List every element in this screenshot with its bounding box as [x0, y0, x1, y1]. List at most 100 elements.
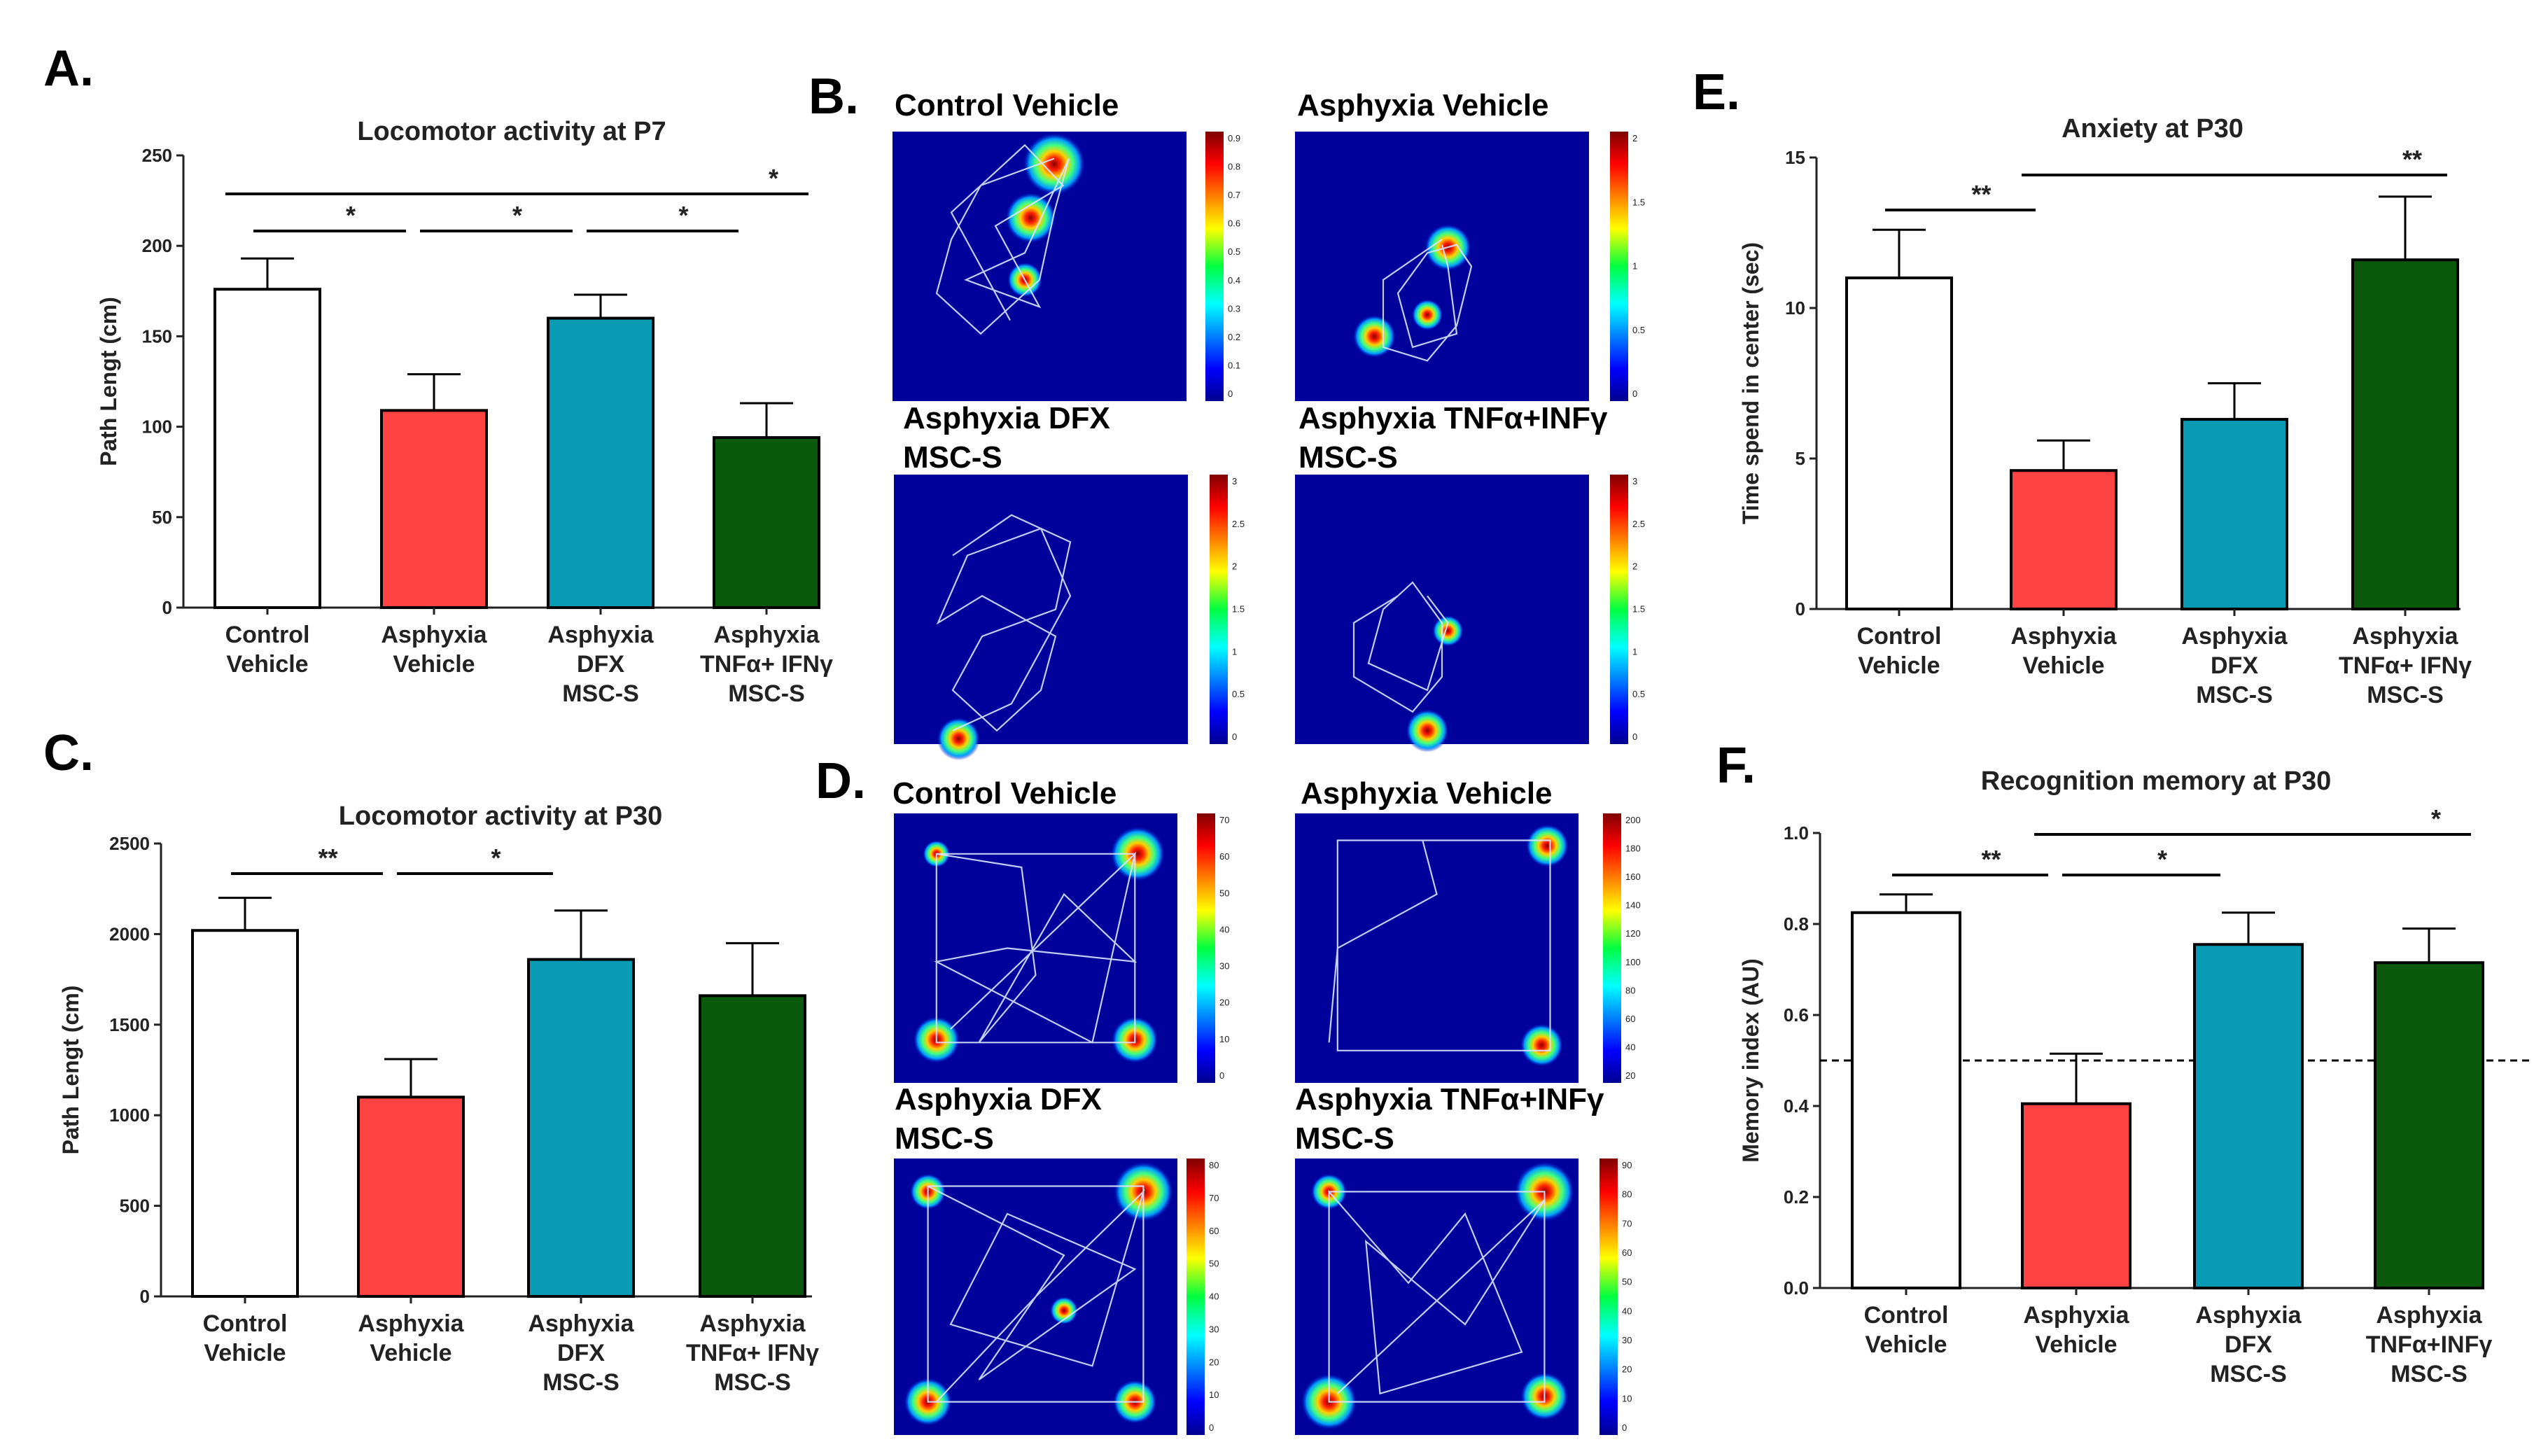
colorbar-tick-label: 0 [1209, 1422, 1214, 1433]
significance-label: ** [318, 844, 337, 872]
colorbar-tick-label: 180 [1625, 844, 1641, 854]
colorbar-tick-label: 70 [1622, 1218, 1632, 1228]
heat-spot [1406, 708, 1449, 752]
heat-spot [1352, 314, 1396, 358]
colorbar-tick-label: 70 [1219, 815, 1229, 825]
colorbar-tick-label: 10 [1209, 1390, 1219, 1400]
heatmap-b-3: Asphyxia DFX MSC-S 3 2.5 2 1.5 1 0.5 0 [894, 401, 1245, 761]
significance-label: * [2157, 845, 2167, 874]
category-label: Asphyxia [713, 622, 820, 648]
colorbar-tick-label: 0.8 [1228, 162, 1240, 172]
category-label: MSC-S [562, 680, 639, 707]
category-label: Vehicle [2022, 652, 2104, 679]
category-label: MSC-S [2210, 1361, 2287, 1387]
y-tick-label: 0.8 [1784, 913, 1809, 934]
category-label: TNFα+INFγ [2366, 1331, 2493, 1358]
colorbar [1186, 1158, 1205, 1435]
colorbar-tick-label: 0.5 [1232, 689, 1245, 699]
colorbar-tick-label: 80 [1625, 985, 1635, 995]
colorbar-tick-label: 30 [1209, 1324, 1219, 1334]
colorbar-tick-label: 0.5 [1228, 246, 1240, 257]
movement-track [935, 144, 1070, 335]
category-label: TNFα+ IFNγ [700, 651, 833, 678]
significance-label: * [346, 201, 356, 230]
colorbar [1610, 475, 1628, 744]
significance-label: * [769, 164, 778, 192]
category-label: Asphyxia [2195, 1302, 2302, 1329]
bar [1845, 276, 1953, 610]
heatmap-d-4: Asphyxia TNFα+INFγ MSC-S 90 80 70 60 50 40 30 20 1… [1295, 1082, 1632, 1435]
y-tick-label: 5 [1795, 448, 1805, 469]
bar [191, 929, 299, 1298]
category-label: Control [203, 1310, 288, 1337]
bar [527, 958, 635, 1298]
heatmap-title: MSC-S [903, 440, 1002, 475]
significance-label: ** [1971, 180, 1991, 209]
category-label: Asphyxia [2376, 1302, 2482, 1329]
colorbar-tick-label: 20 [1209, 1357, 1219, 1367]
bar [2021, 1102, 2132, 1289]
y-tick-label: 0 [162, 597, 172, 618]
category-label: Asphyxia [358, 1310, 464, 1337]
significance-label: ** [2402, 145, 2422, 174]
y-tick-label: 50 [152, 507, 172, 528]
colorbar-tick-label: 60 [1625, 1014, 1635, 1024]
colorbar-tick-label: 30 [1219, 961, 1229, 972]
category-label: DFX [557, 1340, 605, 1366]
movement-track [934, 851, 1138, 1044]
colorbar-tick-label: 1.5 [1232, 604, 1245, 615]
heatmap-title: Asphyxia TNFα+INFγ [1295, 1082, 1604, 1116]
category-label: Control [1857, 623, 1942, 650]
y-tick-label: 0.0 [1784, 1278, 1809, 1298]
heatmap-field [894, 475, 1188, 744]
heatmap-title: Asphyxia Vehicle [1301, 776, 1553, 811]
heatmap-title: Control Vehicle [895, 88, 1119, 122]
bar [2193, 943, 2304, 1289]
chart-title: Anxiety at P30 [2062, 114, 2244, 144]
movement-track [1352, 581, 1449, 713]
y-tick-label: 0 [1795, 598, 1805, 620]
colorbar-tick-label: 3 [1232, 476, 1237, 486]
y-tick-label: 1000 [109, 1105, 150, 1126]
bar [699, 994, 806, 1298]
colorbar-tick-label: 20 [1625, 1070, 1635, 1081]
bar [1851, 911, 1961, 1289]
category-label: Asphyxia [528, 1310, 634, 1337]
colorbar-tick-label: 1.5 [1632, 197, 1645, 207]
colorbar-tick-label: 2 [1632, 561, 1637, 572]
heat-spot [1411, 299, 1443, 331]
heatmap-d-2: Asphyxia Vehicle 200 180 160 140 120 100 80 60 40… [1295, 776, 1641, 1083]
y-axis-label: Path Lengt (cm) [58, 986, 83, 1155]
colorbar-tick-label: 0.2 [1228, 332, 1240, 342]
heatmap-field [1295, 475, 1589, 744]
y-tick-label: 0.4 [1784, 1096, 1809, 1116]
heat-spot [1525, 824, 1569, 867]
colorbar-tick-label: 30 [1622, 1335, 1632, 1345]
chart-locomotor-p7: Locomotor activity at P7 Path Lengt (cm) 0… [96, 117, 833, 707]
y-tick-label: 200 [142, 235, 172, 256]
movement-track [927, 1184, 1145, 1403]
colorbar-tick-label: 0 [1632, 388, 1637, 399]
category-label: MSC-S [2367, 682, 2444, 708]
category-label: DFX [2225, 1331, 2272, 1358]
colorbar-tick-label: 0.9 [1228, 133, 1240, 144]
significance-label: ** [1981, 845, 2001, 874]
movement-track [1328, 1189, 1546, 1403]
movement-track [1328, 839, 1551, 1051]
heat-spot [1049, 1296, 1079, 1325]
y-tick-label: 10 [1785, 298, 1805, 318]
colorbar-tick-label: 100 [1625, 957, 1641, 967]
colorbar-tick-label: 140 [1625, 900, 1641, 911]
y-tick-label: 500 [120, 1196, 150, 1217]
category-label: TNFα+ IFNγ [686, 1340, 819, 1366]
heatmap-b-1: Control Vehicle 0.9 0.8 0.7 0.6 0.5 0.4 0.3 0.2 0… [892, 88, 1240, 401]
colorbar-tick-label: 120 [1625, 928, 1641, 939]
panel-label-a: A. [43, 41, 94, 97]
colorbar-tick-label: 40 [1622, 1306, 1632, 1316]
colorbar-tick-label: 10 [1622, 1393, 1632, 1404]
heat-spot [1110, 826, 1166, 881]
y-tick-label: 0 [140, 1286, 150, 1307]
heatmap-b-2: Asphyxia Vehicle 2 1.5 1 0.5 0 [1295, 88, 1645, 401]
colorbar-tick-label: 0.6 [1228, 218, 1240, 229]
category-label: DFX [577, 651, 624, 678]
